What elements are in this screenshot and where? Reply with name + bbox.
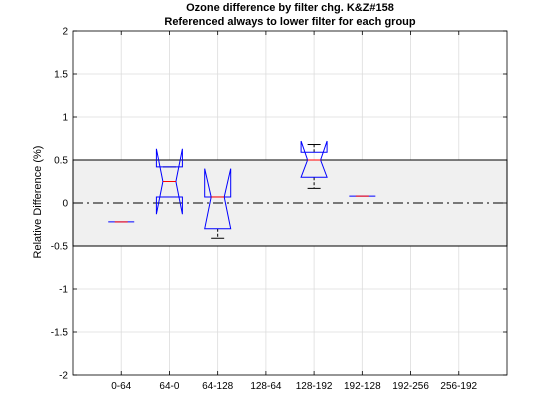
x-tick-label: 128-192 (296, 381, 333, 392)
x-tick-label: 0-64 (111, 381, 131, 392)
x-tick-label: 64-128 (202, 381, 234, 392)
notched-box (155, 148, 183, 215)
y-tick-label: 1.5 (54, 70, 68, 81)
x-tick-label: 128-64 (250, 381, 282, 392)
y-tick-label: -1 (59, 285, 68, 296)
y-tick-label: -0.5 (51, 242, 69, 253)
x-tick-label: 192-128 (344, 381, 381, 392)
y-tick-label: 0 (62, 199, 68, 210)
y-tick-label: 0.5 (54, 156, 68, 167)
y-tick-label: 2 (62, 27, 68, 38)
reference-band-layer (72, 159, 508, 247)
y-tick-label: -2 (59, 371, 68, 382)
notched-box (300, 140, 328, 178)
axis-layer: -2 -1.5 -1 -0.5 0 0.5 1 1.5 2 0-64 64-0 64-128 128-6… (51, 27, 508, 392)
x-tick-label: 192-256 (392, 381, 429, 392)
notched-box (204, 168, 232, 230)
y-axis-label: Relative Difference (%) (32, 145, 44, 259)
x-tick-label: 256-192 (440, 381, 477, 392)
x-tick-label: 64-0 (159, 381, 179, 392)
chart-title: Ozone difference by filter chg. K&Z#158 (186, 2, 394, 14)
y-tick-label: 1 (62, 113, 68, 124)
box-layer (108, 140, 376, 239)
chart-subtitle: Referenced always to lower filter for ea… (164, 16, 416, 28)
y-tick-label: -1.5 (51, 328, 69, 339)
